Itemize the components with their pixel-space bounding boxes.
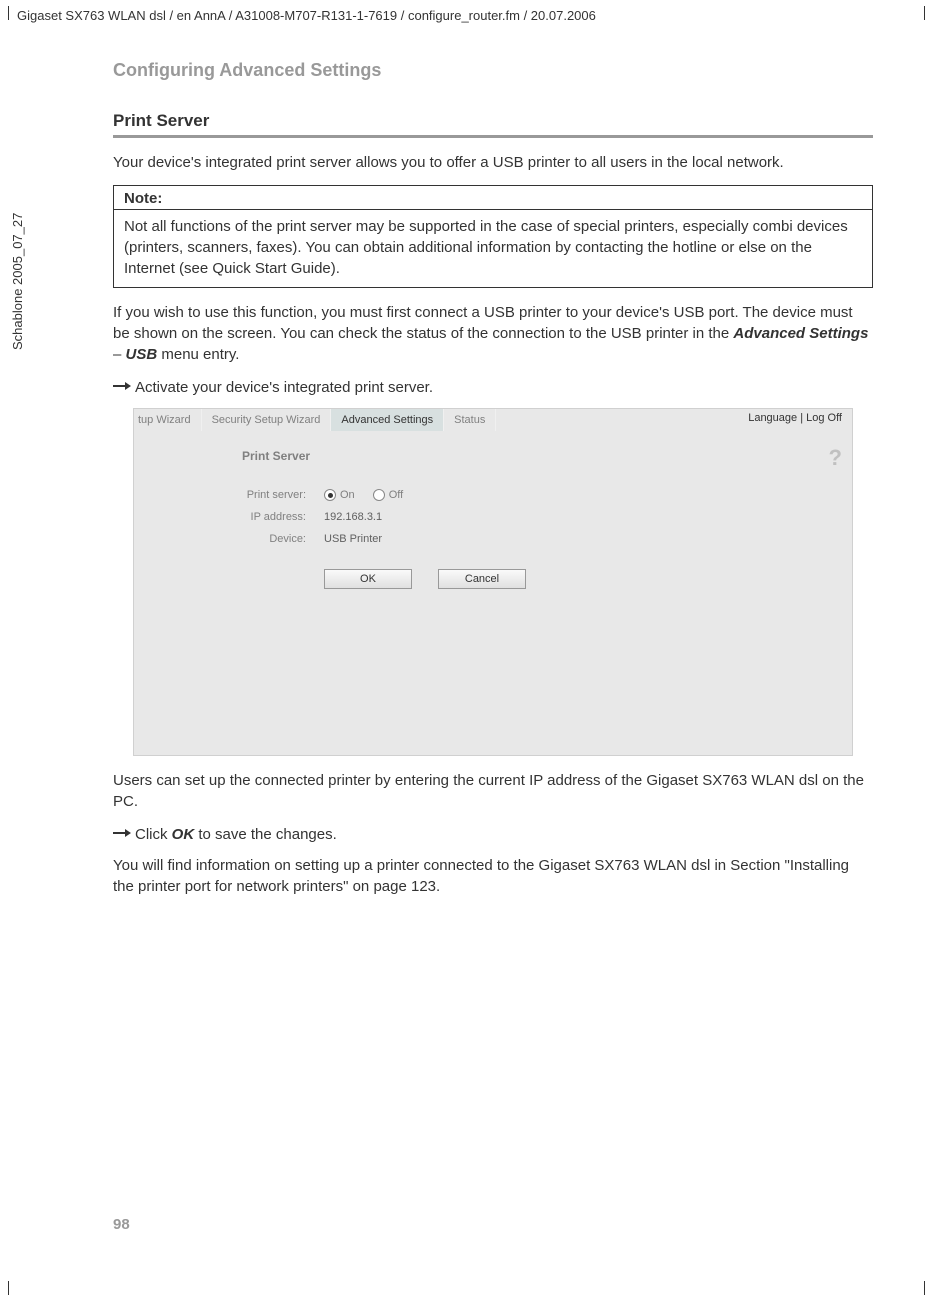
crop-mark: [924, 1281, 925, 1295]
crop-mark: [8, 6, 9, 20]
page-number: 98: [113, 1216, 130, 1233]
paragraph-usb: If you wish to use this function, you mu…: [113, 302, 873, 365]
action2-post: to save the changes.: [194, 826, 337, 843]
para2-post: menu entry.: [157, 346, 239, 363]
paragraph-users: Users can set up the connected printer b…: [113, 770, 873, 812]
tab-setup-wizard[interactable]: tup Wizard: [134, 409, 202, 431]
action-click-ok: Click OK to save the changes.: [113, 824, 873, 845]
note-header: Note:: [114, 186, 872, 210]
action2-bold: OK: [172, 826, 195, 843]
section-title: Print Server: [113, 111, 873, 131]
tab-status[interactable]: Status: [444, 409, 496, 431]
router-ui-screenshot: tup Wizard Security Setup Wizard Advance…: [133, 408, 853, 756]
form-area: Print server: On Off IP address: 192.168…: [134, 489, 852, 589]
arrow-icon: [113, 824, 135, 842]
action1-text: Activate your device's integrated print …: [135, 377, 433, 398]
radio-group-print-server: On Off: [324, 489, 403, 501]
crop-mark: [924, 6, 925, 20]
para2-bold2: USB: [126, 346, 158, 363]
page-content: Configuring Advanced Settings Print Serv…: [113, 60, 873, 909]
action2-pre: Click: [135, 826, 172, 843]
label-print-server: Print server:: [134, 489, 324, 501]
radio-on-dot: [328, 493, 333, 498]
value-device: USB Printer: [324, 533, 382, 545]
label-ip-address: IP address:: [134, 511, 324, 523]
top-links[interactable]: Language | Log Off: [748, 412, 842, 424]
value-ip-address: 192.168.3.1: [324, 511, 382, 523]
action-activate: Activate your device's integrated print …: [113, 377, 873, 398]
note-body: Not all functions of the print server ma…: [114, 210, 872, 287]
template-version: Schablone 2005_07_27: [10, 213, 25, 350]
paragraph-info: You will find information on setting up …: [113, 855, 873, 897]
tab-advanced-settings[interactable]: Advanced Settings: [331, 409, 444, 431]
radio-on[interactable]: On: [324, 489, 355, 501]
cancel-button[interactable]: Cancel: [438, 569, 526, 589]
intro-paragraph: Your device's integrated print server al…: [113, 152, 873, 173]
radio-off-circle: [373, 489, 385, 501]
crop-mark: [8, 1281, 9, 1295]
tab-bar: tup Wizard Security Setup Wizard Advance…: [134, 409, 852, 431]
action2-text: Click OK to save the changes.: [135, 824, 337, 845]
note-box: Note: Not all functions of the print ser…: [113, 185, 873, 288]
radio-on-label: On: [340, 489, 355, 501]
chapter-title: Configuring Advanced Settings: [113, 60, 873, 81]
tab-security-wizard[interactable]: Security Setup Wizard: [202, 409, 332, 431]
help-icon[interactable]: ?: [829, 445, 842, 471]
section-rule: [113, 135, 873, 138]
row-ip-address: IP address: 192.168.3.1: [134, 511, 852, 523]
ok-button[interactable]: OK: [324, 569, 412, 589]
radio-off-label: Off: [389, 489, 403, 501]
arrow-icon: [113, 377, 135, 395]
para2-bold1: Advanced Settings: [733, 325, 868, 342]
radio-off[interactable]: Off: [373, 489, 403, 501]
para2-mid: –: [113, 346, 126, 363]
radio-on-circle: [324, 489, 336, 501]
row-print-server: Print server: On Off: [134, 489, 852, 501]
row-device: Device: USB Printer: [134, 533, 852, 545]
header-path: Gigaset SX763 WLAN dsl / en AnnA / A3100…: [17, 8, 596, 23]
panel-title: Print Server: [242, 449, 310, 463]
button-row: OK Cancel: [324, 569, 852, 589]
label-device: Device:: [134, 533, 324, 545]
